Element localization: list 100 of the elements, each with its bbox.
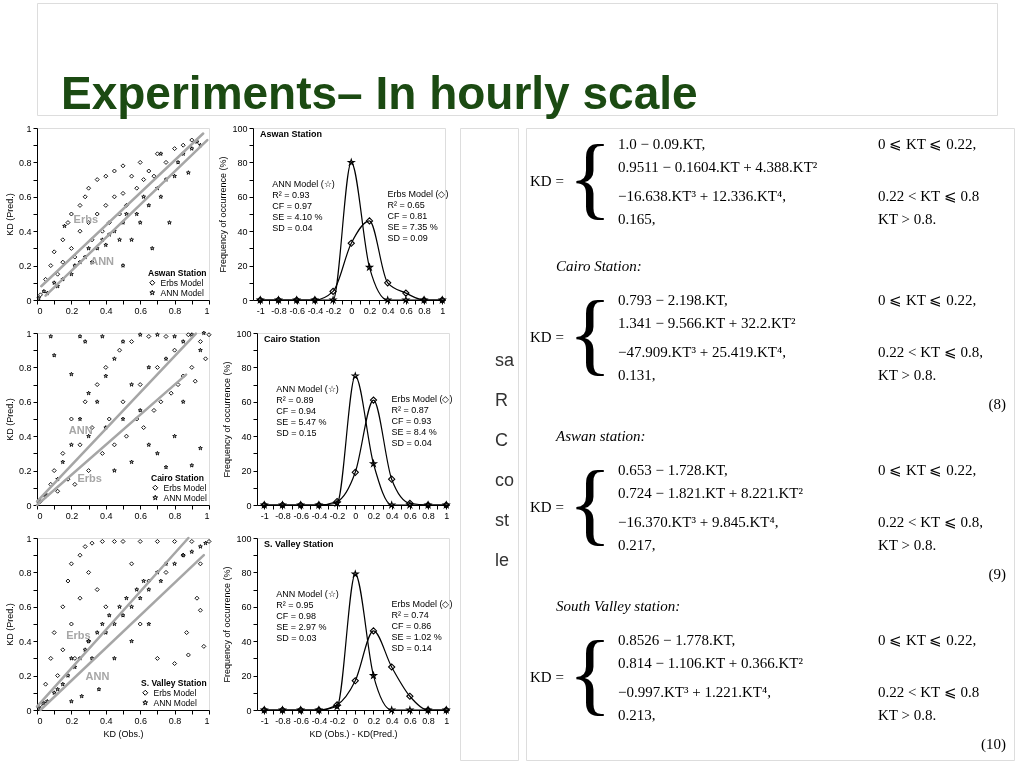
y-tick-label: 0 bbox=[26, 295, 32, 306]
text: KT > 0.8. bbox=[878, 367, 937, 383]
text: co bbox=[495, 470, 515, 490]
x-tick-label: 0.6 bbox=[400, 305, 413, 316]
y-tick-label: 0 bbox=[246, 500, 252, 511]
text: 0.213, bbox=[618, 707, 656, 723]
text: 0 ⩽ KT ⩽ 0.22, bbox=[878, 632, 977, 648]
x-tick-label: -0.4 bbox=[311, 510, 328, 521]
text: KD = bbox=[530, 669, 564, 685]
text: 0.22 < KT ⩽ 0.8, bbox=[878, 344, 983, 360]
legend-title: Aswan Station bbox=[148, 268, 207, 278]
y-tick-label: 20 bbox=[241, 671, 252, 682]
series-label: Erbs bbox=[66, 628, 91, 641]
text: (8) bbox=[988, 396, 1006, 413]
x-tick-label: 0 bbox=[37, 715, 43, 726]
x-tick-label: 1 bbox=[444, 510, 450, 521]
text: Experiments– In hourly scale bbox=[61, 67, 698, 119]
text: Aswan station: bbox=[555, 428, 646, 444]
x-tick-label: 0.6 bbox=[134, 510, 147, 521]
y-tick-label: 80 bbox=[237, 157, 248, 168]
y-tick-label: 0.2 bbox=[18, 261, 32, 272]
text: 0.653 − 1.728.KT, bbox=[618, 462, 728, 478]
x-tick-label: 0.8 bbox=[168, 305, 182, 316]
x-tick-label: 0 bbox=[349, 305, 355, 316]
annotation: Erbs Model (◇) R² = 0.74 CF = 0.86 SE = 1.02 % SD = 0.14 bbox=[391, 598, 453, 653]
text: 0.9511 − 0.1604.KT + 4.388.KT² bbox=[618, 159, 818, 175]
text: −16.370.KT³ + 9.845.KT⁴, bbox=[618, 514, 779, 530]
x-tick-label: -0.6 bbox=[293, 510, 309, 521]
text: −47.909.KT³ + 25.419.KT⁴, bbox=[618, 344, 786, 360]
y-tick-label: 60 bbox=[241, 602, 252, 613]
y-tick-label: 0 bbox=[26, 705, 32, 716]
y-tick-label: 20 bbox=[241, 466, 252, 477]
chart-title: S. Valley Station bbox=[264, 539, 334, 549]
x-tick-label: 1 bbox=[444, 715, 450, 726]
x-tick-label: 1 bbox=[204, 305, 210, 316]
x-tick-label: 0.4 bbox=[385, 510, 399, 521]
y-tick-label: 0.8 bbox=[18, 362, 32, 373]
y-axis-title: Frequency of occurrence (%) bbox=[222, 361, 233, 478]
x-tick-label: 0.4 bbox=[385, 715, 399, 726]
legend-title: Cairo Station bbox=[151, 473, 204, 483]
text: −16.638.KT³ + 12.336.KT⁴, bbox=[618, 188, 786, 204]
text: KD = bbox=[530, 499, 564, 515]
series-label: Erbs bbox=[73, 213, 99, 226]
x-tick-label: 0.4 bbox=[381, 305, 395, 316]
legend-label: ANN Model bbox=[160, 287, 205, 298]
x-tick-label: 0.2 bbox=[363, 305, 377, 316]
x-tick-label: 0.6 bbox=[134, 715, 147, 726]
x-tick-label: 0.8 bbox=[422, 715, 435, 726]
y-axis-title: Frequency of occurrence (%) bbox=[218, 156, 229, 273]
annotation: ANN Model (☆) R² = 0.93 CF = 0.97 SE = 4.10 % SD = 0.04 bbox=[272, 178, 335, 233]
y-tick-label: 0 bbox=[26, 500, 32, 511]
x-tick-label: 0.2 bbox=[65, 305, 79, 316]
text: KT > 0.8. bbox=[878, 707, 937, 723]
text: 0.22 < KT ⩽ 0.8 bbox=[878, 684, 980, 700]
series-label: ANN bbox=[90, 255, 115, 267]
y-tick-label: 0.8 bbox=[18, 157, 32, 168]
text: (9) bbox=[988, 566, 1006, 583]
text: R bbox=[495, 390, 508, 410]
text: KT > 0.8. bbox=[878, 211, 937, 227]
x-tick-label: -0.4 bbox=[307, 305, 324, 316]
x-tick-label: -0.4 bbox=[311, 715, 328, 726]
y-tick-label: 80 bbox=[241, 362, 252, 373]
x-tick-label: 0.8 bbox=[418, 305, 431, 316]
text: { bbox=[568, 622, 613, 724]
text: sa bbox=[495, 350, 515, 370]
text: 0.131, bbox=[618, 367, 656, 383]
x-axis-title: KD (Obs.) - KD(Pred.) bbox=[309, 728, 398, 739]
x-tick-label: -1 bbox=[260, 510, 269, 521]
y-tick-label: 0 bbox=[242, 295, 248, 306]
text: KD = bbox=[530, 329, 564, 345]
text: 0.22 < KT ⩽ 0.8, bbox=[878, 514, 983, 530]
x-tick-label: 0 bbox=[37, 510, 43, 521]
y-tick-label: 20 bbox=[237, 261, 248, 272]
text: 0.793 − 2.198.KT, bbox=[618, 292, 728, 308]
y-tick-label: 100 bbox=[232, 123, 248, 134]
y-tick-label: 100 bbox=[236, 328, 252, 339]
series-label: ANN bbox=[68, 424, 93, 437]
y-axis-title: KD (Pred.) bbox=[4, 193, 15, 236]
series-label: Erbs bbox=[77, 471, 102, 484]
x-tick-label: 0.8 bbox=[422, 510, 435, 521]
annotation: ANN Model (☆) R² = 0.89 CF = 0.94 SE = 5.47 % SD = 0.15 bbox=[276, 383, 339, 438]
text: { bbox=[568, 452, 613, 554]
x-tick-label: 0.4 bbox=[100, 510, 113, 521]
legend-label: Erbs Model bbox=[160, 277, 204, 288]
text: −0.997.KT³ + 1.221.KT⁴, bbox=[618, 684, 771, 700]
text: 0.165, bbox=[618, 211, 656, 227]
y-tick-label: 0 bbox=[246, 705, 252, 716]
text: st bbox=[495, 510, 510, 530]
y-tick-label: 40 bbox=[237, 226, 248, 237]
x-tick-label: -0.8 bbox=[275, 715, 291, 726]
legend-label: ANN Model bbox=[163, 492, 208, 503]
x-tick-label: 0.2 bbox=[367, 510, 381, 521]
text: { bbox=[568, 282, 613, 384]
x-tick-label: -0.8 bbox=[275, 510, 291, 521]
text: le bbox=[495, 550, 510, 570]
y-axis-title: KD (Pred.) bbox=[4, 398, 15, 441]
y-tick-label: 80 bbox=[241, 567, 252, 578]
annotation: Erbs Model (◇) R² = 0.87 CF = 0.93 SE = 8.4 % SD = 0.04 bbox=[391, 393, 453, 448]
text: 1.0 − 0.09.KT, bbox=[618, 136, 706, 152]
y-tick-label: 0.4 bbox=[18, 636, 32, 647]
